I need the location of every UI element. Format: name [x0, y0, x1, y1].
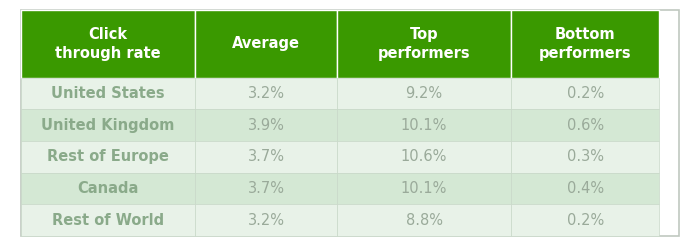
Text: Average: Average: [232, 36, 300, 51]
Bar: [21, 109, 195, 141]
Text: Bottom
performers: Bottom performers: [539, 27, 631, 61]
Text: 3.7%: 3.7%: [248, 150, 285, 164]
Text: 8.8%: 8.8%: [405, 213, 442, 228]
Text: 0.2%: 0.2%: [566, 86, 604, 101]
Bar: [511, 109, 659, 141]
Bar: [195, 78, 337, 109]
Bar: [195, 109, 337, 141]
Bar: [511, 173, 659, 204]
Bar: [337, 141, 511, 173]
Bar: [337, 204, 511, 236]
Text: 0.2%: 0.2%: [566, 213, 604, 228]
Text: United States: United States: [51, 86, 165, 101]
Bar: [337, 78, 511, 109]
Text: Rest of World: Rest of World: [52, 213, 164, 228]
Bar: [21, 204, 195, 236]
Bar: [195, 141, 337, 173]
Text: 3.2%: 3.2%: [248, 213, 285, 228]
Bar: [21, 78, 195, 109]
Bar: [21, 10, 195, 78]
Text: 3.2%: 3.2%: [248, 86, 285, 101]
Text: Click
through rate: Click through rate: [55, 27, 161, 61]
Text: 3.9%: 3.9%: [248, 118, 284, 133]
Text: United Kingdom: United Kingdom: [41, 118, 175, 133]
Bar: [337, 10, 511, 78]
Text: Canada: Canada: [78, 181, 139, 196]
Bar: [511, 204, 659, 236]
Bar: [195, 173, 337, 204]
Text: 0.4%: 0.4%: [567, 181, 604, 196]
Text: Top
performers: Top performers: [378, 27, 470, 61]
Bar: [195, 204, 337, 236]
Text: 10.6%: 10.6%: [401, 150, 447, 164]
Text: 0.6%: 0.6%: [567, 118, 604, 133]
Text: 3.7%: 3.7%: [248, 181, 285, 196]
Bar: [511, 141, 659, 173]
Bar: [21, 173, 195, 204]
Bar: [337, 109, 511, 141]
Bar: [21, 141, 195, 173]
Text: 9.2%: 9.2%: [405, 86, 442, 101]
Bar: [511, 10, 659, 78]
Text: Rest of Europe: Rest of Europe: [47, 150, 169, 164]
Bar: [337, 173, 511, 204]
Text: 0.3%: 0.3%: [567, 150, 603, 164]
Bar: [511, 78, 659, 109]
Text: 10.1%: 10.1%: [401, 181, 447, 196]
Bar: [195, 10, 337, 78]
Text: 10.1%: 10.1%: [401, 118, 447, 133]
